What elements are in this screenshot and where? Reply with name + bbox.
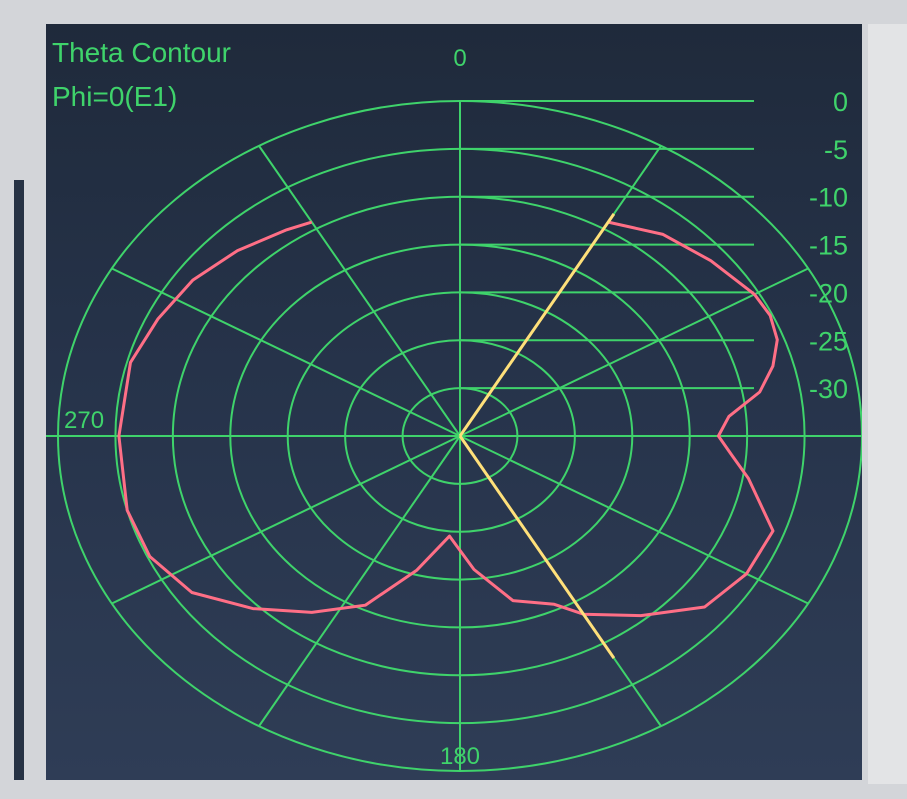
grid-spoke — [111, 435, 461, 605]
angle-label: 0 — [453, 45, 466, 72]
polar-plot-panel: Theta Contour Phi=0(E1) 0 -5 -10 -15 -20 -25 -… — [46, 24, 862, 780]
angle-label: 180 — [440, 743, 480, 770]
radial-tick-label: -5 — [824, 135, 848, 165]
radial-tick-label: -30 — [809, 374, 848, 404]
series-line — [117, 220, 779, 618]
radial-tick-label: -10 — [809, 183, 848, 213]
radial-tick-label: 0 — [833, 87, 848, 117]
left-panel-edge — [14, 180, 24, 780]
series-line — [458, 435, 616, 659]
series-layer — [117, 213, 779, 659]
grid-spoke — [111, 267, 461, 437]
polar-chart: Theta Contour Phi=0(E1) 0 -5 -10 -15 -20 -25 -… — [46, 37, 862, 772]
grid-spoke — [459, 435, 809, 605]
radial-tick-label: -20 — [809, 278, 848, 308]
radial-tick-label: -25 — [809, 326, 848, 356]
grid-spoke — [258, 145, 461, 437]
chart-title: Theta Contour — [52, 37, 231, 68]
chart-subtitle: Phi=0(E1) — [52, 81, 177, 112]
angle-label: 270 — [64, 407, 104, 434]
grid-spoke — [459, 267, 809, 437]
radial-tick-labels: 0 -5 -10 -15 -20 -25 -30 — [809, 87, 848, 404]
right-bezel — [868, 24, 907, 784]
series-line — [458, 213, 616, 437]
grid-spoke — [258, 435, 461, 727]
angle-labels: 0 270 180 — [64, 45, 480, 770]
radial-tick-label: -15 — [809, 231, 848, 261]
grid-spokes — [46, 101, 862, 771]
scale-leader-lines — [460, 100, 754, 390]
